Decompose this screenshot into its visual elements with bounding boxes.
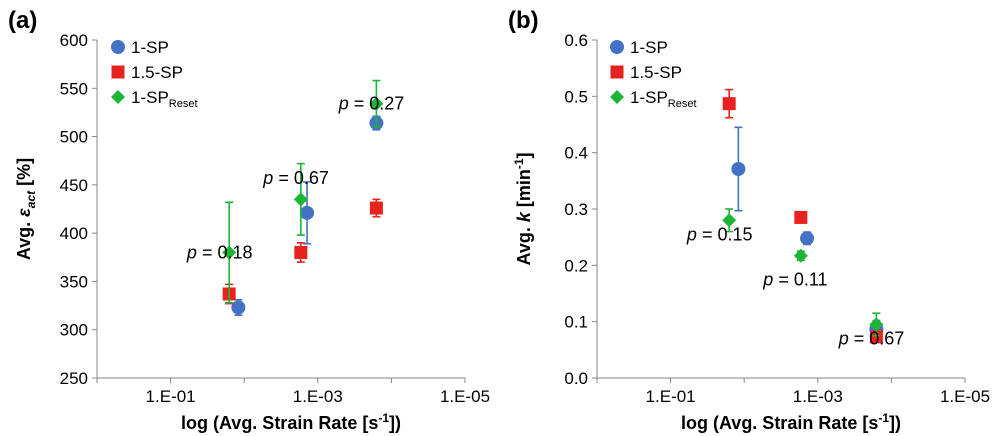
legend-item-1: 1.5-SP — [111, 63, 183, 82]
series-1-5-sp — [222, 198, 383, 305]
legend-label: 1.5-SP — [630, 63, 682, 82]
data-point — [800, 231, 815, 246]
data-point — [300, 205, 315, 220]
y-tick-label: 0.0 — [564, 369, 588, 388]
legend-marker — [111, 90, 125, 104]
data-point — [731, 162, 746, 177]
data-point — [793, 248, 808, 263]
x-axis-title: log (Avg. Strain Rate [s-1]) — [181, 411, 401, 433]
legend-item-2: 1-SPReset — [111, 88, 198, 110]
series-1-5-sp — [722, 88, 883, 344]
series-1-spreset — [722, 208, 884, 337]
y-tick-label: 0.2 — [564, 256, 588, 275]
panel-label: (b) — [508, 7, 539, 34]
y-tick-label: 450 — [60, 176, 88, 195]
legend-item-0: 1-SP — [111, 38, 169, 57]
y-tick-label: 500 — [60, 128, 88, 147]
y-tick-label: 0.6 — [564, 31, 588, 50]
x-axis-title: log (Avg. Strain Rate [s-1]) — [681, 411, 901, 433]
data-point — [722, 97, 736, 111]
legend-label: 1-SP — [131, 38, 169, 57]
legend-item-0: 1-SP — [610, 38, 668, 57]
chart-panel-0: (a) 250 300 350 400 450 500 550 600 1.E-01 1.E-03 1… — [8, 7, 490, 433]
x-tick-label: 1.E-01 — [146, 387, 196, 406]
data-point — [722, 213, 737, 228]
legend-label: 1-SP — [630, 38, 668, 57]
x-tick-label: 1.E-03 — [293, 387, 343, 406]
y-tick-label: 350 — [60, 272, 88, 291]
legend-label: 1-SPReset — [131, 88, 198, 110]
x-tick-label: 1.E-01 — [646, 387, 696, 406]
data-point — [294, 245, 308, 259]
legend-marker — [610, 40, 624, 54]
legend-item-1: 1.5-SP — [610, 63, 682, 82]
x-tick-label: 1.E-03 — [793, 387, 843, 406]
y-tick-label: 0.3 — [564, 200, 588, 219]
y-tick-label: 0.4 — [564, 144, 588, 163]
series-1-sp — [731, 126, 884, 339]
data-point — [293, 192, 308, 207]
legend-marker — [610, 65, 624, 79]
data-point — [369, 96, 384, 111]
legend-marker — [111, 65, 125, 79]
legend-marker — [111, 40, 125, 54]
p-value-annotation: p = 0.15 — [686, 224, 753, 244]
series-1-sp — [231, 115, 384, 317]
p-value-annotation: p = 0.67 — [262, 168, 329, 188]
data-point — [869, 317, 884, 332]
p-value-annotation: p = 0.27 — [338, 94, 405, 114]
p-value-annotation: p = 0.18 — [186, 242, 253, 262]
y-tick-label: 0.1 — [564, 313, 588, 332]
data-point — [231, 300, 246, 315]
x-tick-label: 1.E-05 — [940, 387, 990, 406]
chart-panel-1: (b) 0.0 0.1 0.2 0.3 0.4 0.5 0.6 1.E-01 1.E-03 1.E-… — [508, 7, 990, 433]
data-point — [369, 201, 383, 215]
y-axis-title: Avg. εact [%] — [14, 158, 38, 260]
legend-marker — [610, 90, 624, 104]
legend-item-2: 1-SPReset — [610, 88, 697, 110]
y-tick-label: 300 — [60, 321, 88, 340]
panel-label: (a) — [8, 7, 37, 34]
y-tick-label: 600 — [60, 31, 88, 50]
y-tick-label: 250 — [60, 369, 88, 388]
data-point — [869, 330, 883, 344]
x-tick-label: 1.E-05 — [440, 387, 490, 406]
legend-label: 1-SPReset — [630, 88, 697, 110]
series-1-spreset — [222, 79, 384, 304]
legend-label: 1.5-SP — [131, 63, 183, 82]
p-value-annotation: p = 0.67 — [838, 329, 905, 349]
y-tick-label: 550 — [60, 79, 88, 98]
y-axis-title: Avg. k [min-1] — [512, 152, 534, 265]
data-point — [794, 210, 808, 224]
data-point — [222, 245, 237, 260]
y-tick-label: 0.5 — [564, 87, 588, 106]
y-tick-label: 400 — [60, 224, 88, 243]
p-value-annotation: p = 0.11 — [762, 269, 827, 289]
